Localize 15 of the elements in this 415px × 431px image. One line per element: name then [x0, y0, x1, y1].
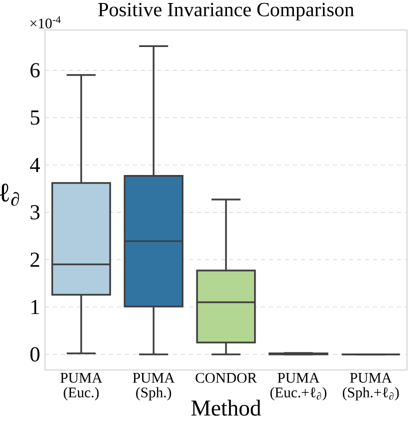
y-tick-label: 2 — [30, 252, 40, 267]
x-tick-label: PUMA (Euc.) — [60, 372, 102, 400]
y-tick-label: 6 — [30, 63, 40, 78]
x-tick-label: PUMA (Sph.) — [132, 372, 175, 400]
y-tick-label: 4 — [30, 158, 40, 172]
y-tick-label: 0 — [30, 347, 40, 362]
y-tick-label: 5 — [30, 110, 40, 125]
y-tick-label: 1 — [32, 300, 40, 314]
x-tick-label: PUMA (Sph.+ℓ$_{∂}$) — [342, 372, 399, 400]
text: ×10$^{-4}$ — [30, 16, 61, 28]
y-tick-label: 3 — [30, 205, 40, 220]
chart-title: Positive Invariance Comparison — [98, 2, 354, 20]
x-tick-label: PUMA (Euc.+ℓ$_{∂}$) — [270, 372, 326, 400]
x-tick-label: CONDOR — [196, 372, 257, 383]
x-axis-title: Method — [191, 400, 261, 416]
